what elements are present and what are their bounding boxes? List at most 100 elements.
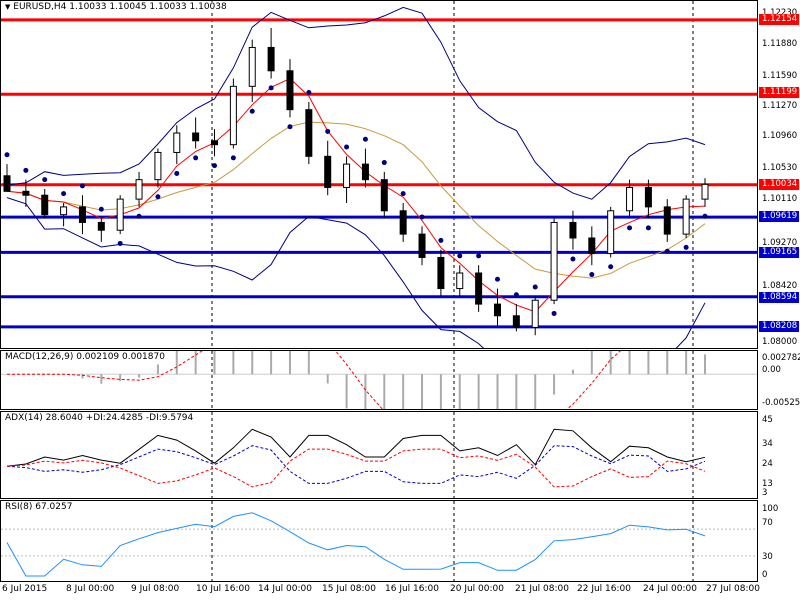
price-tick: 1.08420 — [762, 281, 798, 291]
parabolic-sar-dot — [419, 214, 425, 220]
macd-canvas — [1, 351, 757, 409]
parabolic-sar-dot — [608, 264, 614, 270]
candle-body — [418, 233, 426, 258]
candle-body — [607, 210, 615, 255]
candle-body — [569, 221, 577, 239]
candle-body — [22, 190, 30, 196]
parabolic-sar-dot — [381, 160, 387, 166]
level-tag: 1.09619 — [759, 211, 799, 222]
time-tick: 15 Jul 08:00 — [322, 584, 376, 594]
rsi-tick: 30 — [762, 552, 773, 562]
macd-tick: 0.002782 — [762, 353, 800, 363]
parabolic-sar-dot — [702, 213, 708, 219]
level-tag: 1.08594 — [759, 292, 799, 303]
candle-body — [456, 272, 464, 290]
parabolic-sar-dot — [4, 152, 10, 158]
adx-tick: 24 — [762, 459, 773, 469]
price-tick: 1.09270 — [762, 238, 798, 248]
candle-body — [324, 155, 332, 188]
adx-tick: 45 — [762, 415, 773, 425]
bollinger-lower — [6, 197, 706, 348]
price-tick: 1.12230 — [762, 8, 798, 18]
parabolic-sar-dot — [42, 177, 48, 183]
price-chart-canvas — [1, 1, 757, 348]
adx-tick: 34 — [762, 439, 773, 449]
macd-tick: 0.00 — [762, 365, 781, 375]
ohlc-readout: 1.10033 1.10045 1.10033 1.10038 — [69, 2, 227, 12]
parabolic-sar-dot — [664, 248, 670, 254]
candle-body — [663, 206, 671, 235]
time-tick: 6 Jul 2015 — [2, 584, 48, 594]
rsi-label: RSI(8) 67.0257 — [5, 502, 75, 513]
macd-axis: 0.002782 0.00 -0.00525 — [758, 350, 800, 410]
moving-average-slow — [6, 121, 706, 279]
candle-body — [154, 151, 162, 181]
candle-body — [229, 85, 237, 146]
macd-tick: -0.00525 — [762, 398, 800, 408]
parabolic-sar-dot — [362, 136, 368, 142]
price-axis: 1.12230 1.11880 1.11590 1.11270 1.10960 … — [758, 0, 800, 349]
macd-pane[interactable]: MACD(12,26,9) 0.002109 0.001870 — [0, 350, 758, 410]
parabolic-sar-dot — [589, 272, 595, 278]
rsi-axis: 100 70 30 0 — [758, 500, 800, 582]
parabolic-sar-dot — [438, 237, 444, 243]
parabolic-sar-dot — [79, 183, 85, 189]
candle-body — [343, 163, 351, 188]
time-tick: 8 Jul 00:00 — [66, 584, 115, 594]
candle-body — [399, 210, 407, 235]
parabolic-sar-dot — [551, 310, 557, 316]
candle-body — [135, 179, 143, 200]
parabolic-sar-dot — [306, 90, 312, 96]
candle-body — [493, 303, 501, 317]
moving-average-fast — [6, 78, 706, 313]
parabolic-sar-dot — [513, 292, 519, 298]
candle-body — [248, 46, 256, 87]
level-tag: 1.10034 — [759, 179, 799, 190]
price-chart-pane[interactable]: ▼ EURUSD,H4 1.10033 1.10045 1.10033 1.10… — [0, 0, 758, 349]
parabolic-sar-dot — [193, 155, 199, 161]
candle-body — [41, 194, 49, 216]
parabolic-sar-dot — [683, 244, 689, 250]
adx-canvas — [6, 412, 706, 498]
parabolic-sar-dot — [476, 253, 482, 259]
candle-body — [588, 237, 596, 255]
candle-body — [286, 70, 294, 111]
parabolic-sar-dot — [645, 225, 651, 231]
parabolic-sar-dot — [287, 124, 293, 130]
parabolic-sar-dot — [212, 163, 218, 169]
rsi-tick: 0 — [762, 570, 768, 580]
plus-di-line — [6, 445, 706, 484]
price-tick: 1.10960 — [762, 131, 798, 141]
candle-body — [437, 256, 445, 290]
time-tick: 9 Jul 08:00 — [131, 584, 180, 594]
candle-body — [97, 221, 105, 231]
adx-tick: 13 — [762, 479, 773, 489]
rsi-pane[interactable]: RSI(8) 67.0257 — [0, 500, 758, 582]
candle-body — [626, 186, 634, 212]
candle-body — [116, 198, 124, 231]
parabolic-sar-dot — [494, 276, 500, 282]
candle-body — [305, 109, 313, 157]
adx-line — [6, 428, 706, 467]
candle-body — [475, 272, 483, 305]
adx-pane[interactable]: ADX(14) 28.6040 +DI:24.4285 -DI:9.5794 — [0, 411, 758, 499]
parabolic-sar-dot — [570, 256, 576, 262]
price-tick: 1.11590 — [762, 71, 798, 81]
parabolic-sar-dot — [117, 240, 123, 246]
candle-body — [60, 206, 68, 216]
time-tick: 20 Jul 00:00 — [450, 584, 504, 594]
level-tag: 1.12154 — [759, 14, 799, 25]
parabolic-sar-dot — [457, 253, 463, 259]
parabolic-sar-dot — [230, 155, 236, 161]
candle-body — [380, 179, 388, 212]
level-tag: 1.11199 — [759, 87, 799, 98]
parabolic-sar-dot — [61, 191, 67, 197]
time-tick: 10 Jul 16:00 — [196, 584, 250, 594]
time-tick: 24 Jul 00:00 — [643, 584, 697, 594]
rsi-canvas — [1, 501, 757, 581]
price-tick: 1.10110 — [762, 194, 798, 204]
collapse-arrow-icon[interactable]: ▼ — [5, 3, 11, 11]
candle-body — [173, 132, 181, 153]
parabolic-sar-dot — [325, 128, 331, 134]
candle-body — [361, 163, 369, 181]
